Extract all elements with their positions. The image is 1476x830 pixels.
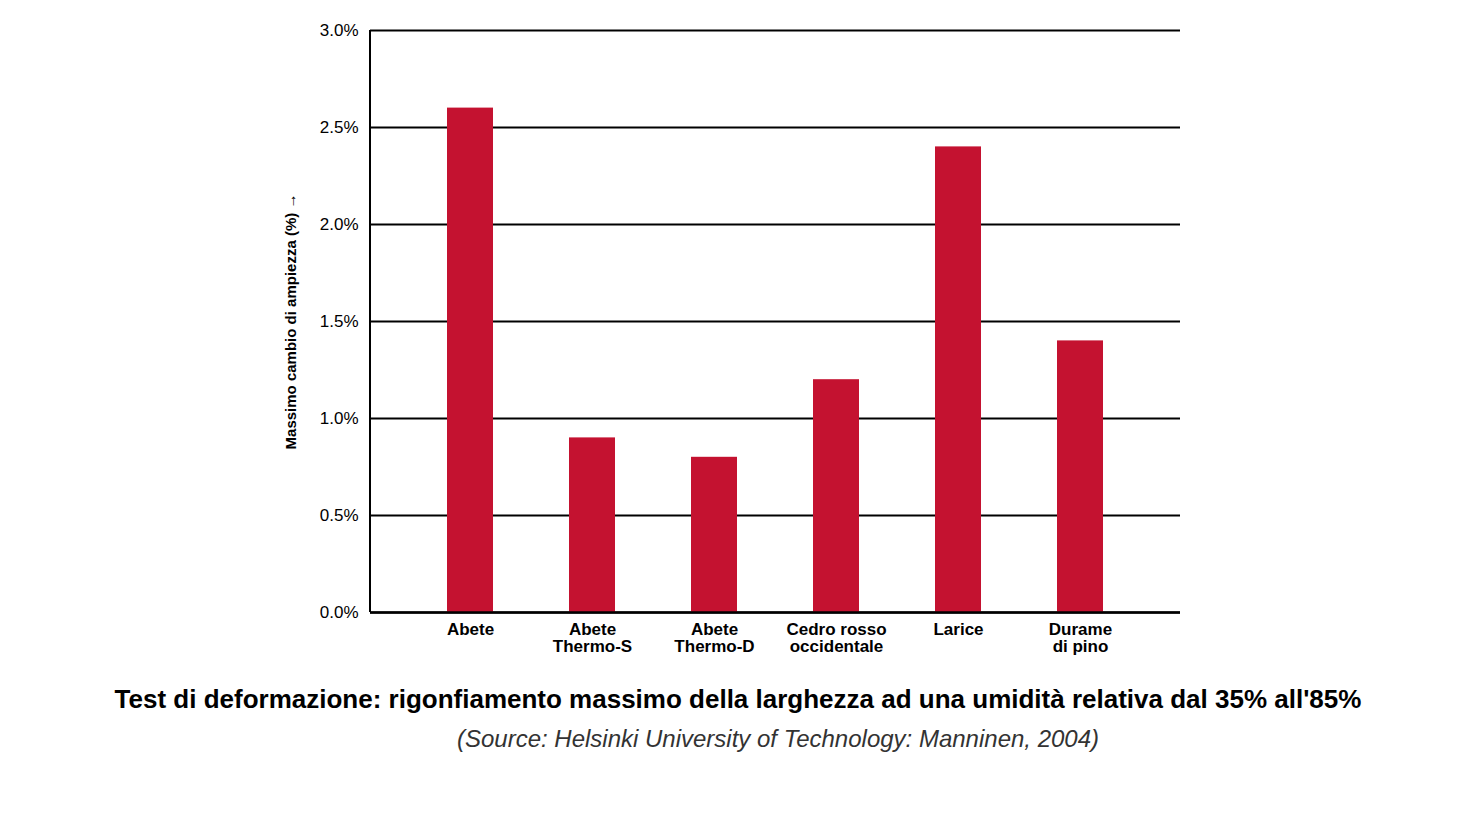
svg-text:2.5%: 2.5% — [320, 118, 359, 137]
svg-text:Duramedi pino: Duramedi pino — [1049, 620, 1112, 656]
html-text:Test di deformazione: rigonfia: Test di deformazione: rigonfiamento mass… — [114, 684, 1362, 714]
svg-text:2.0%: 2.0% — [320, 215, 359, 234]
svg-text:Abete: Abete — [447, 620, 494, 639]
svg-text:0.5%: 0.5% — [320, 506, 359, 525]
svg-text:AbeteThermo-S: AbeteThermo-S — [553, 620, 632, 656]
svg-text:Cedro rossooccidentale: Cedro rossooccidentale — [786, 620, 886, 656]
svg-text:0.0%: 0.0% — [320, 603, 359, 622]
svg-text:Massimo cambio di ampiezza (%): Massimo cambio di ampiezza (%) → — [282, 194, 299, 450]
svg-text:3.0%: 3.0% — [320, 21, 359, 40]
svg-text:AbeteThermo-D: AbeteThermo-D — [674, 620, 754, 656]
html-text:(Source: Helsinki University o: (Source: Helsinki University of Technolo… — [456, 725, 1099, 752]
svg-text:1.0%: 1.0% — [320, 409, 359, 428]
svg-text:1.5%: 1.5% — [320, 312, 359, 331]
svg-text:Larice: Larice — [933, 620, 983, 639]
